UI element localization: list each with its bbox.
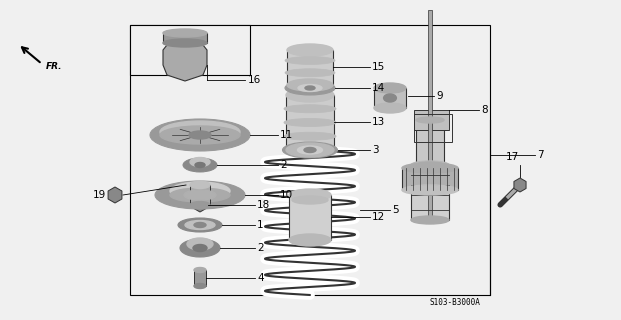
- Ellipse shape: [194, 222, 206, 228]
- Ellipse shape: [285, 69, 335, 77]
- Ellipse shape: [195, 163, 205, 167]
- Ellipse shape: [194, 284, 206, 289]
- Ellipse shape: [286, 143, 334, 157]
- Text: 11: 11: [280, 130, 293, 140]
- Text: 14: 14: [372, 83, 385, 93]
- Text: 5: 5: [392, 205, 399, 215]
- Bar: [414, 114, 452, 142]
- Bar: [416, 120, 444, 165]
- Bar: [411, 165, 449, 220]
- Ellipse shape: [284, 118, 336, 126]
- Ellipse shape: [284, 132, 336, 140]
- Ellipse shape: [305, 86, 315, 90]
- Ellipse shape: [416, 162, 444, 168]
- Bar: [130, 25, 250, 75]
- Ellipse shape: [150, 119, 250, 151]
- Bar: [194, 270, 206, 286]
- Ellipse shape: [178, 218, 222, 232]
- Text: 15: 15: [372, 62, 385, 72]
- PathPatch shape: [163, 31, 207, 81]
- Bar: [414, 118, 446, 130]
- Text: 4: 4: [257, 273, 264, 283]
- Text: 2: 2: [257, 243, 264, 253]
- Ellipse shape: [187, 238, 213, 250]
- Text: 7: 7: [537, 150, 543, 160]
- Ellipse shape: [298, 84, 322, 92]
- Bar: [286, 95, 334, 150]
- Text: FR.: FR.: [46, 62, 63, 71]
- Ellipse shape: [190, 157, 210, 166]
- Bar: [130, 25, 490, 295]
- Ellipse shape: [289, 234, 331, 246]
- Ellipse shape: [411, 216, 449, 224]
- Ellipse shape: [289, 189, 331, 201]
- Ellipse shape: [283, 142, 337, 158]
- Text: 13: 13: [372, 117, 385, 127]
- Text: 12: 12: [372, 212, 385, 222]
- Ellipse shape: [374, 103, 406, 113]
- Ellipse shape: [189, 131, 211, 139]
- Ellipse shape: [170, 188, 230, 202]
- Ellipse shape: [304, 148, 316, 153]
- Text: 19: 19: [93, 190, 106, 200]
- Ellipse shape: [287, 44, 333, 56]
- Ellipse shape: [286, 88, 334, 102]
- Ellipse shape: [180, 239, 220, 257]
- Ellipse shape: [374, 83, 406, 93]
- Text: 1: 1: [257, 220, 264, 230]
- Bar: [414, 110, 449, 130]
- Ellipse shape: [284, 105, 336, 113]
- Text: 18: 18: [257, 200, 270, 210]
- Ellipse shape: [184, 190, 216, 200]
- Ellipse shape: [402, 163, 458, 173]
- Ellipse shape: [287, 79, 333, 91]
- Text: 3: 3: [372, 145, 379, 155]
- Ellipse shape: [160, 121, 240, 143]
- Text: 10: 10: [280, 190, 293, 200]
- Bar: [402, 168, 458, 190]
- Ellipse shape: [183, 158, 217, 172]
- Text: 16: 16: [248, 75, 261, 85]
- Ellipse shape: [185, 220, 215, 229]
- Ellipse shape: [170, 182, 230, 200]
- Text: 8: 8: [481, 105, 487, 115]
- Ellipse shape: [285, 81, 335, 95]
- Bar: [163, 33, 207, 43]
- Ellipse shape: [155, 181, 245, 209]
- Ellipse shape: [163, 39, 207, 47]
- Ellipse shape: [194, 268, 206, 273]
- Ellipse shape: [402, 185, 458, 195]
- Text: 2: 2: [280, 160, 287, 170]
- Ellipse shape: [190, 202, 210, 209]
- Ellipse shape: [292, 196, 328, 204]
- Text: 9: 9: [436, 91, 443, 101]
- Ellipse shape: [285, 57, 335, 65]
- Bar: [428, 10, 432, 220]
- Ellipse shape: [416, 117, 444, 123]
- Bar: [374, 88, 406, 108]
- Bar: [289, 195, 331, 240]
- Text: S103-B3000A: S103-B3000A: [429, 298, 480, 307]
- Ellipse shape: [160, 126, 240, 144]
- Ellipse shape: [163, 29, 207, 37]
- Ellipse shape: [297, 146, 322, 154]
- Ellipse shape: [190, 181, 210, 188]
- Bar: [190, 185, 210, 205]
- Ellipse shape: [384, 94, 396, 102]
- Bar: [287, 50, 333, 85]
- Ellipse shape: [411, 161, 449, 169]
- Text: 17: 17: [505, 152, 519, 162]
- Ellipse shape: [193, 244, 207, 252]
